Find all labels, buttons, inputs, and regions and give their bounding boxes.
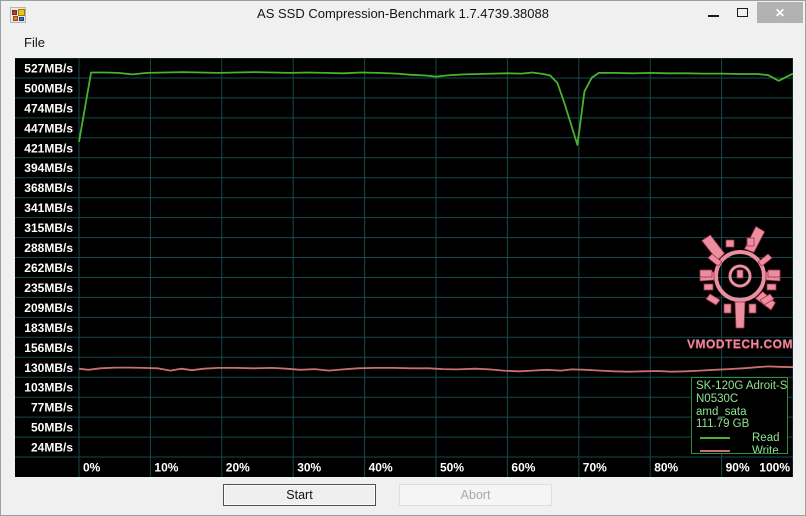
svg-text:103MB/s: 103MB/s: [24, 381, 73, 395]
svg-text:40%: 40%: [369, 461, 393, 475]
minimize-button[interactable]: [699, 2, 728, 23]
app-icon: [10, 7, 26, 23]
svg-text:421MB/s: 421MB/s: [24, 141, 73, 155]
svg-text:474MB/s: 474MB/s: [24, 101, 73, 115]
svg-text:183MB/s: 183MB/s: [24, 321, 73, 335]
close-icon: ✕: [774, 5, 786, 20]
svg-text:50MB/s: 50MB/s: [31, 421, 73, 435]
read-line-swatch: [700, 437, 730, 440]
svg-text:90%: 90%: [726, 461, 750, 475]
svg-text:288MB/s: 288MB/s: [24, 241, 73, 255]
svg-text:500MB/s: 500MB/s: [24, 81, 73, 95]
svg-text:209MB/s: 209MB/s: [24, 301, 73, 315]
svg-text:527MB/s: 527MB/s: [24, 62, 73, 76]
svg-text:80%: 80%: [654, 461, 678, 475]
svg-text:24MB/s: 24MB/s: [31, 441, 73, 455]
menu-bar: File: [1, 31, 805, 53]
write-line-swatch: [700, 450, 730, 453]
legend-read-label: Read: [752, 431, 780, 444]
svg-text:100%: 100%: [759, 461, 790, 475]
legend-write-label: Write: [752, 444, 779, 454]
maximize-button[interactable]: [728, 2, 757, 23]
legend-drive-model: SK-120G Adroit-S: [696, 380, 788, 392]
title-bar: AS SSD Compression-Benchmark 1.7.4739.38…: [1, 1, 805, 29]
svg-text:60%: 60%: [511, 461, 535, 475]
svg-text:235MB/s: 235MB/s: [24, 281, 73, 295]
svg-text:368MB/s: 368MB/s: [24, 181, 73, 195]
svg-text:77MB/s: 77MB/s: [31, 401, 73, 415]
svg-text:394MB/s: 394MB/s: [24, 161, 73, 175]
chart-plot-area: 527MB/s 500MB/s 474MB/s 447MB/s 421MB/s 394MB…: [15, 58, 793, 477]
minimize-icon: [708, 14, 719, 17]
app-icon-blue-pane: [19, 17, 24, 21]
app-icon-orange-pane: [13, 16, 18, 21]
legend-entry-read: Read: [696, 432, 787, 444]
svg-text:20%: 20%: [226, 461, 250, 475]
legend-capacity: 111.79 GB: [696, 418, 750, 431]
window-title: AS SSD Compression-Benchmark 1.7.4739.38…: [257, 6, 549, 21]
app-icon-yellow-pane: [18, 9, 25, 16]
svg-text:156MB/s: 156MB/s: [24, 341, 73, 355]
legend-firmware: N0530C: [696, 392, 739, 405]
svg-text:30%: 30%: [297, 461, 321, 475]
window-controls: ✕: [699, 2, 803, 23]
svg-text:262MB/s: 262MB/s: [24, 261, 73, 275]
svg-text:70%: 70%: [583, 461, 607, 475]
svg-text:341MB/s: 341MB/s: [24, 201, 73, 215]
start-button[interactable]: Start: [223, 484, 376, 506]
svg-text:130MB/s: 130MB/s: [24, 361, 73, 375]
legend-entry-write: Write: [696, 444, 787, 454]
svg-text:50%: 50%: [440, 461, 464, 475]
app-icon-red-pane: [12, 10, 17, 15]
menu-file[interactable]: File: [24, 34, 45, 50]
benchmark-chart: 527MB/s 500MB/s 474MB/s 447MB/s 421MB/s 394MB…: [15, 58, 793, 477]
abort-button: Abort: [399, 484, 552, 506]
svg-text:0%: 0%: [83, 461, 101, 475]
legend-driver: amd_sata: [696, 405, 747, 418]
close-button[interactable]: ✕: [757, 2, 803, 23]
svg-text:315MB/s: 315MB/s: [24, 221, 73, 235]
maximize-icon: [737, 8, 748, 17]
chart-legend: SK-120G Adroit-S N0530C amd_sata 111.79 …: [691, 377, 788, 454]
svg-text:447MB/s: 447MB/s: [24, 121, 73, 135]
svg-text:10%: 10%: [154, 461, 178, 475]
